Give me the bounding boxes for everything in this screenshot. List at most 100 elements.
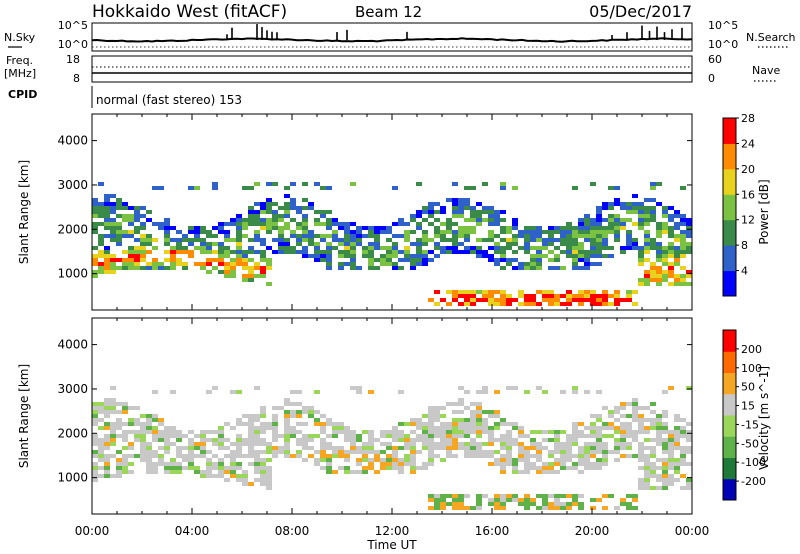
heatmap-cell [470, 246, 476, 250]
heatmap-cell [470, 442, 476, 446]
heatmap-cell [668, 466, 674, 470]
heatmap-cell [344, 458, 350, 462]
heatmap-cell [500, 258, 506, 262]
heatmap-cell [560, 238, 566, 242]
heatmap-cell [356, 390, 362, 394]
heatmap-cell [314, 422, 320, 426]
heatmap-cell [686, 218, 692, 222]
date-label: 05/Dec/2017 [589, 2, 692, 21]
heatmap-cell [386, 238, 392, 242]
heatmap-cell [686, 486, 692, 490]
heatmap-cell [398, 446, 404, 450]
heatmap-cell [446, 426, 452, 430]
heatmap-cell [290, 414, 296, 418]
heatmap-cell [98, 250, 104, 254]
heatmap-cell [620, 246, 626, 250]
heatmap-cell [242, 478, 248, 482]
heatmap-cell [146, 462, 152, 466]
heatmap-cell [428, 494, 434, 498]
heatmap-cell [188, 466, 194, 470]
heatmap-cell [542, 470, 548, 474]
heatmap-cell [458, 386, 464, 390]
heatmap-cell [434, 226, 440, 230]
heatmap-cell [560, 242, 566, 246]
heatmap-cell [284, 434, 290, 438]
heatmap-cell [212, 266, 218, 270]
heatmap-cell [434, 302, 440, 306]
heatmap-cell [434, 202, 440, 206]
heatmap-cell [506, 430, 512, 434]
heatmap-cell [386, 466, 392, 470]
heatmap-cell [560, 494, 566, 498]
heatmap-cell [686, 446, 692, 450]
heatmap-cell [458, 214, 464, 218]
heatmap-cell [206, 270, 212, 274]
heatmap-cell [176, 438, 182, 442]
heatmap-cell [452, 506, 458, 510]
heatmap-cell [422, 466, 428, 470]
heatmap-cell [638, 246, 644, 250]
heatmap-cell [362, 246, 368, 250]
heatmap-cell [632, 494, 638, 498]
heatmap-cell [110, 266, 116, 270]
heatmap-cell [632, 506, 638, 510]
heatmap-cell [272, 418, 278, 422]
heatmap-cell [500, 250, 506, 254]
heatmap-cell [122, 250, 128, 254]
heatmap-cell [584, 266, 590, 270]
heatmap-cell [500, 458, 506, 462]
heatmap-cell [176, 454, 182, 458]
heatmap-cell [494, 422, 500, 426]
heatmap-cell [164, 462, 170, 466]
heatmap-cell [134, 406, 140, 410]
heatmap-cell [326, 462, 332, 466]
heatmap-cell [464, 202, 470, 206]
heatmap-cell [266, 218, 272, 222]
heatmap-cell [560, 390, 566, 394]
heatmap-cell [350, 450, 356, 454]
heatmap-cell [176, 262, 182, 266]
heatmap-cell [254, 414, 260, 418]
heatmap-cell [662, 486, 668, 490]
heatmap-cell [236, 418, 242, 422]
heatmap-cell [344, 226, 350, 230]
heatmap-cell [620, 222, 626, 226]
heatmap-cell [512, 266, 518, 270]
heatmap-cell [206, 450, 212, 454]
heatmap-cell [218, 222, 224, 226]
heatmap-cell [458, 250, 464, 254]
heatmap-cell [494, 262, 500, 266]
heatmap-cell [656, 266, 662, 270]
heatmap-cell [542, 242, 548, 246]
heatmap-cell [326, 262, 332, 266]
heatmap-cell [134, 266, 140, 270]
heatmap-cell [668, 274, 674, 278]
heatmap-cell [578, 266, 584, 270]
power-heatmap-cells [92, 182, 692, 306]
heatmap-cell [230, 450, 236, 454]
heatmap-cell [578, 294, 584, 298]
heatmap-cell [212, 242, 218, 246]
heatmap-cell [554, 506, 560, 510]
heatmap-cell [104, 258, 110, 262]
heatmap-cell [296, 250, 302, 254]
heatmap-cell [362, 430, 368, 434]
heatmap-cell [290, 434, 296, 438]
heatmap-cell [662, 270, 668, 274]
heatmap-cell [416, 210, 422, 214]
heatmap-cell [236, 218, 242, 222]
heatmap-cell [542, 498, 548, 502]
heatmap-cell [248, 446, 254, 450]
heatmap-cell [512, 498, 518, 502]
heatmap-cell [572, 434, 578, 438]
heatmap-cell [134, 226, 140, 230]
heatmap-cell [164, 218, 170, 222]
heatmap-cell [242, 442, 248, 446]
heatmap-cell [626, 246, 632, 250]
heatmap-cell [452, 446, 458, 450]
heatmap-cell [638, 426, 644, 430]
heatmap-cell [614, 418, 620, 422]
heatmap-cell [608, 226, 614, 230]
heatmap-cell [470, 450, 476, 454]
